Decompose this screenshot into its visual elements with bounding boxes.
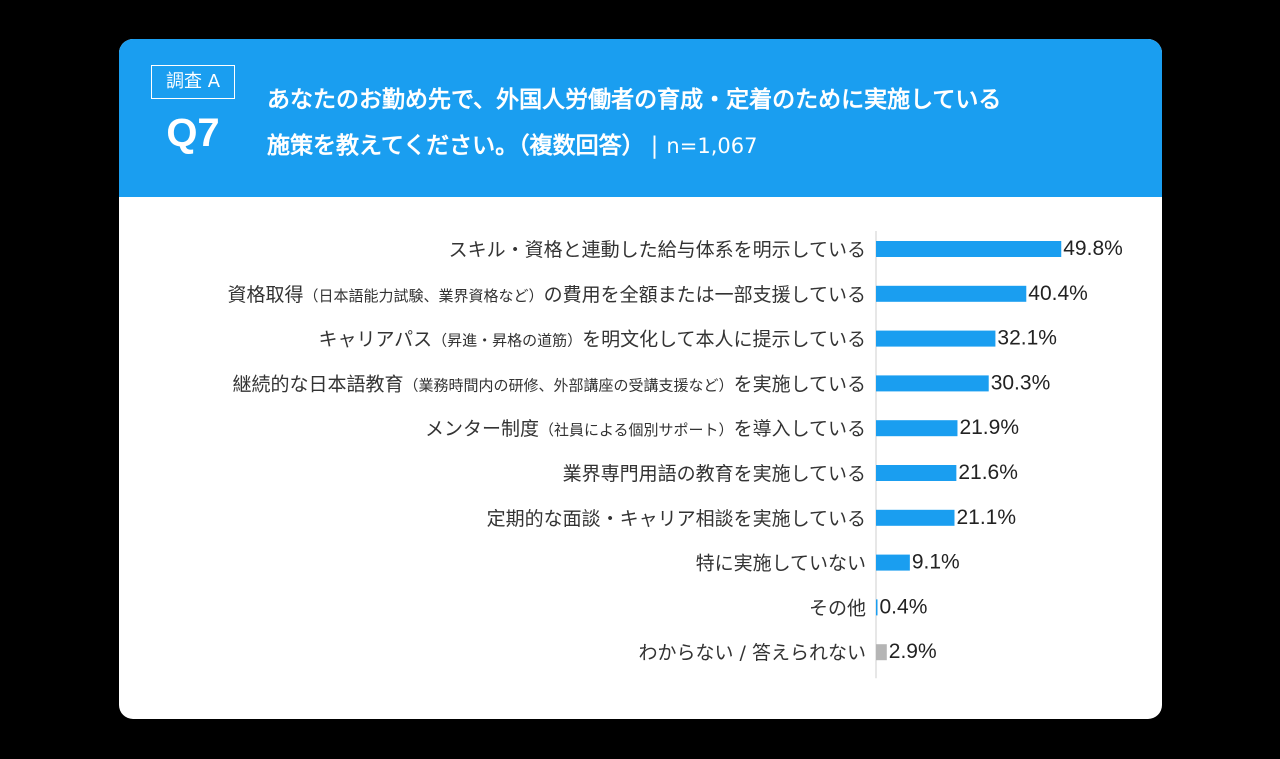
data-label: 9.1% xyxy=(912,551,960,574)
category-label-note: （社員による個別サポート） xyxy=(539,421,734,439)
question-header: 調査 A Q7 あなたのお勤め先で、外国人労働者の育成・定着のために実施している… xyxy=(119,39,1162,197)
category-label-main: 特に実施していない xyxy=(696,553,866,575)
category-label: メンター制度（社員による個別サポート）を導入している xyxy=(425,418,866,440)
question-line-2-text: 施策を教えてください。（複数回答） xyxy=(267,133,645,159)
category-label: その他 xyxy=(809,597,866,619)
category-label-main: 業界専門用語の教育を実施している xyxy=(563,463,866,485)
bar xyxy=(876,241,1062,257)
category-label: スキル・資格と連動した給与体系を明示している xyxy=(449,239,866,261)
bar xyxy=(876,330,996,347)
data-label: 2.9% xyxy=(889,640,937,663)
question-text: あなたのお勤め先で、外国人労働者の育成・定着のために実施している 施策を教えてく… xyxy=(267,77,1127,169)
category-label-tail: を実施している xyxy=(734,373,866,395)
category-label-note: （業務時間内の研修、外部講座の受講支援など） xyxy=(404,376,734,394)
category-label-main: スキル・資格と連動した給与体系を明示している xyxy=(449,239,866,261)
category-label-main: キャリアパス xyxy=(318,329,432,351)
category-label: わからない / 答えられない xyxy=(639,642,866,664)
category-label-tail: の費用を全額または一部支援している xyxy=(544,284,866,306)
category-label-main: メンター制度 xyxy=(425,418,539,440)
data-label: 40.4% xyxy=(1028,282,1088,305)
category-label: キャリアパス（昇進・昇格の道筋）を明文化して本人に提示している xyxy=(318,329,866,351)
separator: | xyxy=(650,133,659,159)
bar xyxy=(876,285,1027,302)
category-label: 業界専門用語の教育を実施している xyxy=(563,463,866,485)
category-label-main: その他 xyxy=(809,597,866,619)
data-label: 30.3% xyxy=(991,371,1051,394)
data-label: 21.6% xyxy=(958,461,1018,484)
data-label: 21.9% xyxy=(959,416,1019,439)
bar xyxy=(876,644,887,661)
category-label-tail: を明文化して本人に提示している xyxy=(582,329,866,351)
question-number: Q7 xyxy=(166,111,220,155)
data-label: 49.8% xyxy=(1063,237,1123,260)
question-line-1: あなたのお勤め先で、外国人労働者の育成・定着のために実施している xyxy=(267,87,1002,113)
bar xyxy=(876,465,957,481)
bar xyxy=(876,420,958,437)
data-label: 21.1% xyxy=(956,506,1016,529)
category-label-main: 資格取得 xyxy=(228,284,304,306)
bar xyxy=(876,554,910,571)
category-label-note: （日本語能力試験、業界資格など） xyxy=(304,287,544,305)
bar xyxy=(876,599,878,616)
sample-size: n=1,067 xyxy=(666,134,758,158)
category-label-note: （昇進・昇格の道筋） xyxy=(432,332,582,350)
chart-card: 調査 A Q7 あなたのお勤め先で、外国人労働者の育成・定着のために実施している… xyxy=(119,39,1162,719)
category-label: 継続的な日本語教育（業務時間内の研修、外部講座の受講支援など）を実施している xyxy=(233,373,866,395)
category-label-main: 定期的な面談・キャリア相談を実施している xyxy=(487,508,866,530)
category-label: 特に実施していない xyxy=(696,553,866,575)
bar xyxy=(876,509,955,526)
data-label: 32.1% xyxy=(997,327,1057,350)
category-label: 資格取得（日本語能力試験、業界資格など）の費用を全額または一部支援している xyxy=(228,284,866,306)
bar xyxy=(876,375,989,392)
data-label: 0.4% xyxy=(880,595,928,618)
survey-label: 調査 A xyxy=(151,65,235,99)
bar-chart: 49.8% スキル・資格と連動した給与体系を明示している 40.4% 資格取得（日本語… xyxy=(228,231,1123,679)
category-label-main: わからない / 答えられない xyxy=(639,642,866,664)
question-line-2: 施策を教えてください。（複数回答） | n=1,067 xyxy=(267,123,1127,169)
category-label-tail: を導入している xyxy=(734,418,866,440)
category-label-main: 継続的な日本語教育 xyxy=(233,373,404,395)
category-label: 定期的な面談・キャリア相談を実施している xyxy=(487,508,866,530)
